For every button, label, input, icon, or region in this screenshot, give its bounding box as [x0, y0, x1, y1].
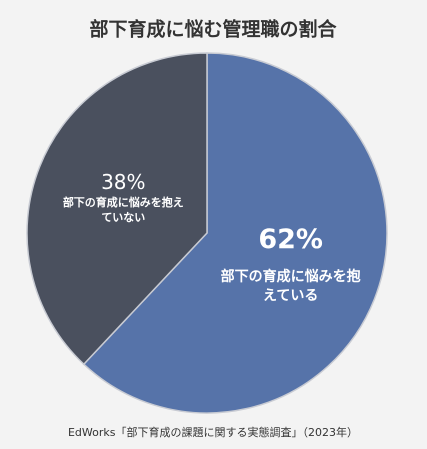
pie-slice	[26, 52, 208, 366]
value-label: 62%	[258, 224, 323, 256]
category-label: 部下の育成に悩みを抱えている	[220, 269, 361, 305]
category-label: 部下の育成に悩みを抱えていない	[62, 195, 184, 224]
chart-title: 部下育成に悩む管理職の割合	[89, 18, 337, 41]
value-label: 38%	[101, 169, 146, 194]
source: EdWorks「部下育成の課題に関する実態調査」（2023年）	[68, 425, 358, 439]
pie-slice	[82, 52, 388, 414]
